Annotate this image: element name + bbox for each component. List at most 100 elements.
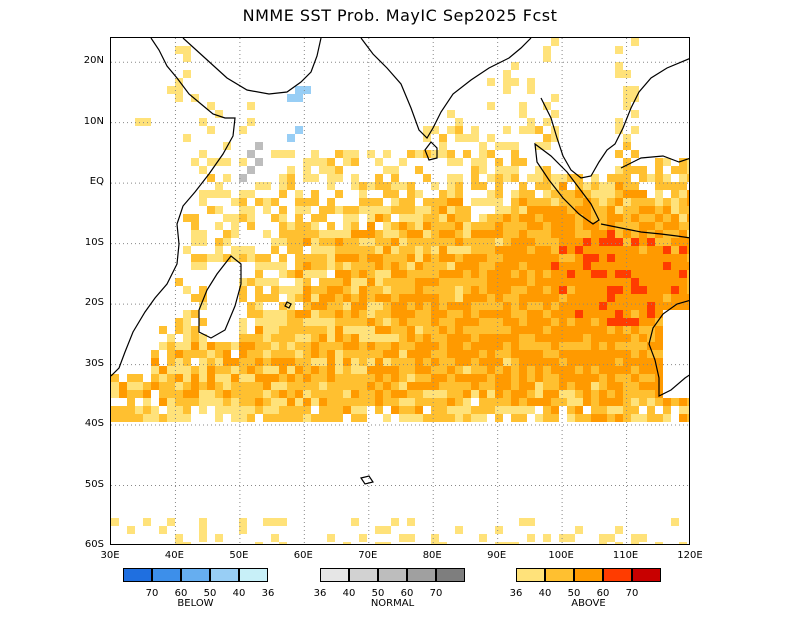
probability-cell	[343, 542, 351, 544]
probability-cell	[343, 238, 351, 246]
probability-cell	[175, 406, 183, 414]
probability-cell	[191, 94, 199, 102]
probability-cell	[647, 246, 655, 254]
probability-cell	[263, 390, 271, 398]
probability-cell	[327, 246, 335, 254]
probability-cell	[567, 342, 575, 350]
probability-cell	[407, 254, 415, 262]
probability-cell	[375, 214, 383, 222]
probability-cell	[351, 310, 359, 318]
probability-cell	[463, 246, 471, 254]
probability-cell	[335, 414, 343, 422]
probability-cell	[447, 414, 455, 422]
probability-cell	[503, 366, 511, 374]
probability-cell	[223, 374, 231, 382]
probability-cell	[655, 398, 663, 406]
probability-cell	[655, 302, 663, 310]
probability-cell	[479, 262, 487, 270]
probability-cell	[327, 286, 335, 294]
probability-cell	[407, 214, 415, 222]
probability-cell	[559, 390, 567, 398]
probability-cell	[239, 390, 247, 398]
probability-cell	[615, 246, 623, 254]
probability-cell	[439, 398, 447, 406]
probability-cell	[263, 254, 271, 262]
probability-cell	[647, 206, 655, 214]
probability-cell	[199, 374, 207, 382]
probability-cell	[455, 214, 463, 222]
probability-cell	[367, 382, 375, 390]
probability-cell	[455, 318, 463, 326]
probability-cell	[255, 198, 263, 206]
probability-cell	[415, 270, 423, 278]
probability-cell	[495, 310, 503, 318]
probability-cell	[543, 270, 551, 278]
probability-cell	[335, 366, 343, 374]
probability-cell	[271, 286, 279, 294]
probability-cell	[239, 326, 247, 334]
probability-cell	[671, 222, 679, 230]
probability-cell	[655, 350, 663, 358]
probability-cell	[271, 366, 279, 374]
probability-cell	[543, 334, 551, 342]
probability-cell	[231, 374, 239, 382]
probability-cell	[207, 342, 215, 350]
probability-cell	[591, 238, 599, 246]
probability-cell	[351, 230, 359, 238]
probability-cell	[319, 278, 327, 286]
probability-cell	[431, 294, 439, 302]
probability-cell	[271, 326, 279, 334]
probability-cell	[351, 150, 359, 158]
probability-cell	[431, 382, 439, 390]
probability-cell	[575, 230, 583, 238]
probability-cell	[247, 246, 255, 254]
probability-cell	[295, 286, 303, 294]
probability-cell	[615, 318, 623, 326]
probability-cell	[343, 350, 351, 358]
probability-cell	[151, 374, 159, 382]
probability-cell	[167, 350, 175, 358]
probability-cell	[639, 214, 647, 222]
probability-cell	[511, 342, 519, 350]
probability-cell	[311, 294, 319, 302]
probability-cell	[551, 294, 559, 302]
probability-cell	[439, 390, 447, 398]
probability-cell	[591, 262, 599, 270]
probability-cell	[463, 286, 471, 294]
probability-cell	[511, 278, 519, 286]
probability-cell	[479, 310, 487, 318]
probability-cell	[199, 286, 207, 294]
probability-cell	[311, 398, 319, 406]
probability-cell	[359, 254, 367, 262]
probability-cell	[407, 286, 415, 294]
probability-cell	[327, 406, 335, 414]
probability-cell	[231, 406, 239, 414]
probability-cell	[599, 334, 607, 342]
probability-cell	[663, 254, 671, 262]
probability-cell	[383, 270, 391, 278]
probability-cell	[463, 302, 471, 310]
probability-cell	[247, 222, 255, 230]
probability-cell	[599, 350, 607, 358]
probability-cell	[535, 238, 543, 246]
probability-cell	[687, 190, 689, 198]
probability-cell	[279, 334, 287, 342]
probability-cell	[415, 342, 423, 350]
probability-cell	[311, 350, 319, 358]
probability-cell	[191, 238, 199, 246]
probability-cell	[535, 334, 543, 342]
probability-cell	[527, 214, 535, 222]
probability-cell	[455, 382, 463, 390]
probability-cell	[511, 230, 519, 238]
probability-cell	[447, 302, 455, 310]
probability-cell	[199, 294, 207, 302]
probability-cell	[335, 302, 343, 310]
probability-cell	[567, 414, 575, 422]
probability-cell	[199, 382, 207, 390]
probability-cell	[679, 230, 687, 238]
probability-cell	[591, 190, 599, 198]
probability-cell	[551, 254, 559, 262]
probability-cell	[423, 342, 431, 350]
probability-cell	[191, 310, 199, 318]
probability-cell	[343, 406, 351, 414]
